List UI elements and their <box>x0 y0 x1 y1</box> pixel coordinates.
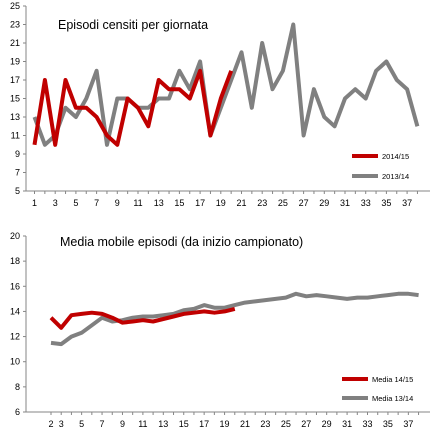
chart2-y-tick-label: 6 <box>15 407 20 417</box>
chart1-y-tick-label: 25 <box>10 1 20 11</box>
chart2-x-tick-label: 19 <box>220 419 230 429</box>
chart2-x-tick-label: 23 <box>260 419 270 429</box>
chart2-series-line-2 <box>50 291 419 347</box>
chart2-legend-label-1: Media 14/15 <box>372 375 413 384</box>
chart1-y-tick-label: 21 <box>10 38 20 48</box>
chart2-x-tick-label: 5 <box>79 419 84 429</box>
chart1-y-tick-label: 19 <box>10 57 20 67</box>
chart2-x-tick-label: 35 <box>383 419 393 429</box>
chart2-y-tick-label: 10 <box>10 357 20 367</box>
chart2-x-tick-label: 21 <box>240 419 250 429</box>
chart2-y-tick-label: 18 <box>10 256 20 266</box>
chart2-x-tick-label: 31 <box>342 419 352 429</box>
chart1-y-tick-label: 11 <box>11 131 20 141</box>
chart1-y-tick-label: 13 <box>10 112 20 122</box>
chart1-x-tick-label: 7 <box>94 198 99 208</box>
chart2-y-tick-label: 16 <box>10 281 20 291</box>
chart2-x-tick-label: 27 <box>301 419 311 429</box>
chart1-legend-label-2: 2013/14 <box>382 172 409 181</box>
chart2-x-tick-label: 37 <box>403 419 413 429</box>
chart2-x-tick-label: 2 <box>48 419 53 429</box>
chart1-x-tick-label: 11 <box>133 198 142 208</box>
chart1-x-tick-label: 15 <box>174 198 184 208</box>
chart1-x-tick-label: 17 <box>195 198 205 208</box>
chart2-series-line-1 <box>49 306 236 330</box>
chart1-series-line-2 <box>32 22 420 147</box>
chart1-y-tick-label: 9 <box>15 149 20 159</box>
chart2-x-tick-label: 17 <box>199 419 209 429</box>
chart1-x-tick-label: 25 <box>278 198 288 208</box>
chart2-legend-label-2: Media 13/14 <box>372 394 413 403</box>
chart1-y-tick-label: 15 <box>10 94 20 104</box>
chart2-x-tick-label: 9 <box>120 419 125 429</box>
chart2-x-tick-label: 11 <box>138 419 147 429</box>
chart1-x-tick-label: 29 <box>319 198 329 208</box>
chart1-x-tick-label: 27 <box>299 198 309 208</box>
chart1-y-tick-label: 7 <box>15 168 20 178</box>
chart1-x-tick-label: 31 <box>340 198 350 208</box>
chart2-x-tick-label: 33 <box>363 419 373 429</box>
chart1-x-tick-label: 3 <box>53 198 58 208</box>
chart1-y-tick-label: 17 <box>10 75 20 85</box>
chart2-x-tick-label: 7 <box>100 419 105 429</box>
chart1-x-tick-label: 5 <box>73 198 78 208</box>
chart1-x-tick-label: 21 <box>236 198 246 208</box>
chart2-x-tick-label: 13 <box>158 419 168 429</box>
chart2-x-tick-label: 29 <box>322 419 332 429</box>
chart1-legend-label-1: 2014/15 <box>382 152 409 161</box>
chart2-x-tick-label: 3 <box>59 419 64 429</box>
chart1-x-tick-label: 23 <box>257 198 267 208</box>
chart2-y-tick-label: 8 <box>15 382 20 392</box>
chart1-x-tick-label: 19 <box>216 198 226 208</box>
chart2-y-tick-label: 14 <box>10 306 20 316</box>
chart1-x-tick-label: 1 <box>32 198 37 208</box>
chart2-y-tick-label: 20 <box>10 231 20 241</box>
chart2-x-tick-label: 25 <box>281 419 291 429</box>
chart1-x-tick-label: 37 <box>402 198 412 208</box>
chart1-x-tick-label: 13 <box>154 198 164 208</box>
chart1-y-tick-label: 5 <box>15 186 20 196</box>
chart1-series-line-1 <box>32 68 234 147</box>
chart1-x-tick-label: 35 <box>381 198 391 208</box>
chart2-x-tick-label: 15 <box>179 419 189 429</box>
chart1-x-tick-label: 33 <box>361 198 371 208</box>
chart1-title: Episodi censiti per giornata <box>58 18 208 32</box>
chart1-x-tick-label: 9 <box>115 198 120 208</box>
chart2-title: Media mobile episodi (da inizio campiona… <box>60 235 303 249</box>
chart2-y-tick-label: 12 <box>10 332 20 342</box>
chart1-y-tick-label: 23 <box>10 20 20 30</box>
